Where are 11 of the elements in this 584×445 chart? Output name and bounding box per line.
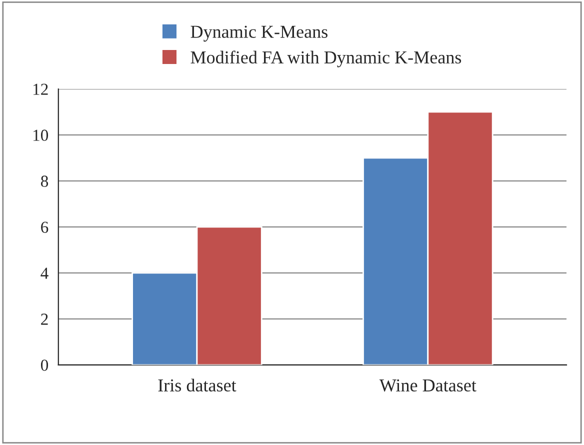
legend-label: Dynamic K-Means — [190, 26, 328, 42]
y-tick-label: 10 — [33, 130, 48, 141]
x-tick-label: Iris dataset — [158, 378, 236, 392]
y-tick-label: 12 — [33, 84, 48, 95]
x-tick-label: Wine Dataset — [379, 379, 476, 392]
y-tick-label: 8 — [40, 176, 48, 187]
y-tick-label: 6 — [41, 222, 48, 233]
legend-label: Modified FA with Dynamic K-Means — [190, 50, 462, 68]
y-tick-label: 4 — [40, 268, 48, 279]
y-tick-label: 2 — [41, 314, 48, 325]
y-tick-label: 0 — [40, 360, 48, 371]
